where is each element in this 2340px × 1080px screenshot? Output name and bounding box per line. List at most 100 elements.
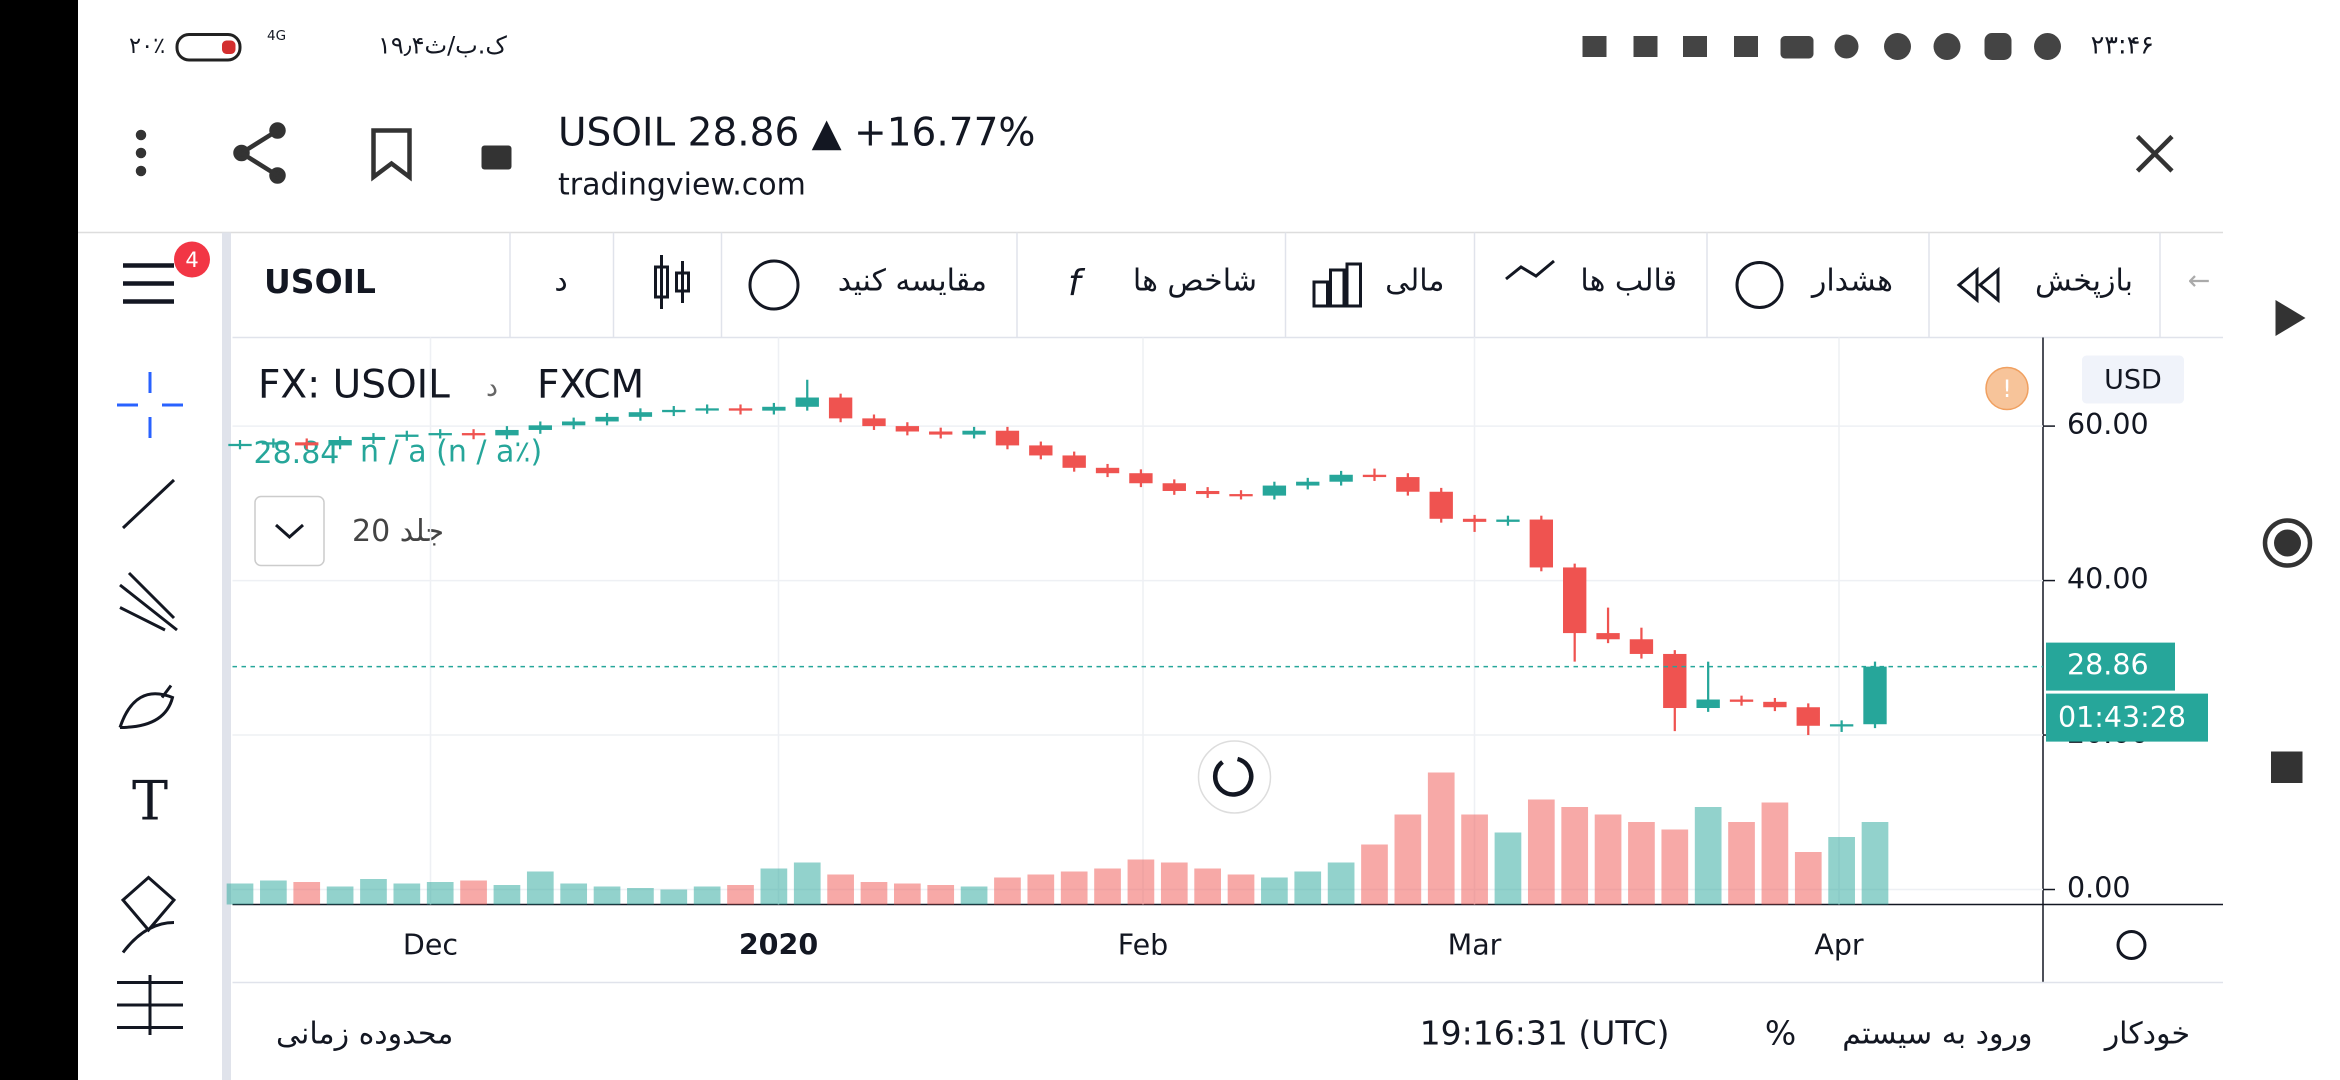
volume-bar — [1761, 802, 1789, 905]
tool-text[interactable]: T — [132, 770, 168, 833]
candle-body — [528, 425, 552, 430]
volume-bar — [1628, 822, 1655, 905]
tool-crosshair[interactable] — [117, 372, 183, 438]
candle-body — [828, 397, 853, 419]
candle-type-icon[interactable] — [654, 255, 690, 309]
volume-bar — [293, 882, 321, 905]
scroll-arrow[interactable]: ← — [2188, 266, 2211, 297]
volume-bar — [1027, 874, 1055, 905]
candle-body — [1663, 653, 1687, 709]
volume-bar — [1694, 807, 1722, 905]
candle-body — [595, 416, 619, 422]
candle-body — [461, 433, 486, 436]
volume-bar — [326, 886, 354, 905]
share-icon[interactable] — [233, 122, 286, 184]
countdown-box — [2046, 693, 2208, 742]
warning-mark: ! — [2002, 375, 2012, 403]
replay-icon[interactable] — [1956, 266, 2000, 304]
menu-dots[interactable] — [135, 129, 147, 177]
nav-back[interactable] — [2275, 300, 2306, 336]
candle-body — [1829, 724, 1854, 727]
bookmark-icon[interactable] — [371, 128, 412, 182]
volume-bar — [660, 889, 688, 905]
volume-bar — [793, 862, 821, 905]
toolbar-interval[interactable]: د — [554, 264, 567, 299]
candle-body — [1029, 445, 1053, 456]
candle-body — [1729, 699, 1754, 702]
nav-recent[interactable] — [2271, 751, 2303, 784]
nav-home-dot — [2274, 529, 2301, 557]
volume-bar — [426, 882, 454, 905]
nav-home[interactable] — [2262, 518, 2313, 568]
candle-body — [1095, 467, 1120, 474]
candle-body — [428, 433, 452, 436]
settings-icon[interactable] — [2116, 930, 2147, 960]
volume-bar — [493, 885, 521, 905]
page-url: tradingview.com — [558, 168, 806, 203]
volume-bar — [1361, 844, 1388, 905]
reset-button[interactable] — [1197, 740, 1272, 814]
alert-icon[interactable] — [1735, 261, 1784, 309]
status-speed: ۱۹٫۴ک.ب/ث — [378, 32, 507, 60]
financials-icon[interactable] — [1312, 262, 1362, 308]
status-battery: ۲۰٪ — [129, 33, 165, 59]
indicators-icon[interactable]: f — [1068, 263, 1086, 304]
close-icon[interactable] — [2135, 134, 2174, 173]
candle-body — [228, 443, 252, 447]
status-network: 4G — [267, 28, 286, 44]
candle-body — [1496, 519, 1520, 522]
legend-volume: 20 جلد — [352, 514, 444, 549]
toolbar-templates[interactable]: قالب ها — [1580, 264, 1677, 299]
bottom-range[interactable]: محدوده زمانی — [276, 1017, 453, 1052]
hamburger[interactable] — [123, 263, 174, 304]
candle-body — [1429, 491, 1453, 519]
toolbar-dividers — [509, 232, 2161, 338]
volume-bar — [1394, 814, 1422, 905]
bottom-log[interactable]: ورود به سیستم — [1842, 1017, 2032, 1052]
drawing-tools[interactable] — [117, 478, 183, 1035]
x-tick-label: Feb — [1118, 929, 1168, 962]
volume-bar — [960, 886, 988, 905]
toolbar-indicators[interactable]: شاخص ها — [1133, 264, 1257, 299]
legend-toggle[interactable] — [254, 495, 325, 567]
bottom-percent[interactable]: % — [1765, 1014, 1796, 1053]
volume-bar — [1261, 877, 1288, 905]
warning-icon[interactable] — [1985, 366, 2029, 411]
battery-level — [222, 40, 236, 54]
candle-body — [495, 429, 519, 436]
candle-body — [695, 408, 719, 411]
toolbar-financials[interactable]: مالی — [1385, 264, 1444, 299]
left-bezel — [0, 0, 78, 1080]
compare-icon[interactable] — [748, 259, 800, 311]
candle-body — [1596, 633, 1620, 640]
volume-bar — [593, 886, 621, 905]
reset-icon — [1212, 756, 1254, 797]
volume-bar — [1160, 862, 1188, 905]
toolbar-alert[interactable]: هشدار — [1810, 264, 1893, 299]
candle-body — [1462, 518, 1487, 522]
x-tick-label: Dec — [403, 929, 458, 962]
candle-body — [1863, 666, 1887, 725]
candle-body — [929, 431, 953, 435]
volume-bar — [1794, 852, 1822, 905]
toolbar-symbol[interactable]: USOIL — [264, 262, 376, 301]
candle-body — [662, 409, 686, 413]
bottom-auto[interactable]: خودکار — [2103, 1017, 2190, 1052]
volume-bar — [693, 886, 721, 905]
battery-icon — [175, 33, 242, 62]
candle-body — [361, 436, 386, 441]
currency-box[interactable] — [2082, 355, 2184, 404]
volume-bar — [727, 885, 754, 905]
toolbar-compare[interactable]: مقایسه کنید — [838, 264, 987, 299]
volume-bar — [1594, 814, 1622, 905]
countdown: 01:43:28 — [2058, 701, 2186, 734]
page-title: USOIL 28.86 ▲ +16.77% — [558, 111, 1035, 156]
templates-icon[interactable] — [1505, 259, 1555, 281]
toolbar-replay[interactable]: بازپخش — [2035, 264, 2133, 299]
candle-body — [561, 421, 586, 426]
chevron — [275, 523, 304, 540]
legend-price: 28.84 — [254, 436, 340, 471]
candle-body — [1529, 519, 1554, 568]
candle-body — [1229, 494, 1253, 497]
